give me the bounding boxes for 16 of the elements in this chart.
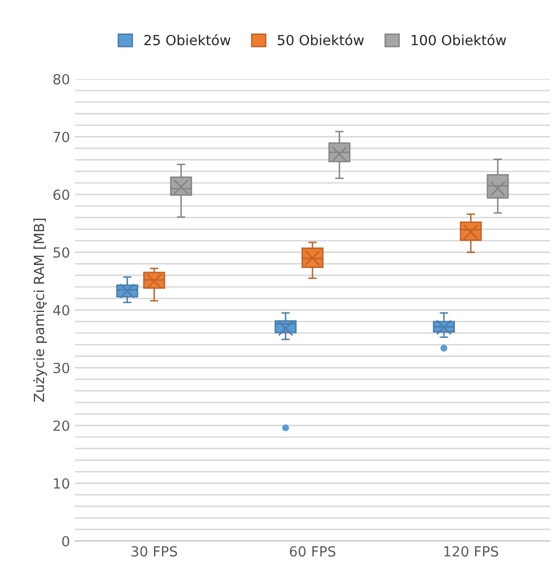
y-tick-label: 30 bbox=[54, 362, 70, 374]
y-tick-label: 20 bbox=[53, 420, 70, 431]
y-tick-label: 60 bbox=[53, 189, 70, 200]
legend-label: 50 Obiektów bbox=[278, 34, 364, 46]
legend-label: 100 Obiektów bbox=[412, 34, 506, 46]
legend-label: 25 Obiektów bbox=[144, 34, 230, 46]
y-axis-title: Zużycie pamięci RAM [MB] bbox=[33, 218, 47, 402]
y-tick-label: 40 bbox=[53, 304, 70, 316]
x-tick-label: 30 FPS bbox=[132, 546, 178, 557]
y-tick-label: 0 bbox=[62, 536, 70, 546]
y-tick-label: 10 bbox=[54, 478, 70, 489]
x-tick-label: 60 FPS bbox=[290, 546, 336, 557]
x-tick-label: 120 FPS bbox=[444, 546, 498, 557]
y-tick-label: 80 bbox=[53, 74, 70, 84]
y-tick-label: 50 bbox=[54, 247, 70, 258]
y-tick-label: 70 bbox=[54, 132, 70, 142]
